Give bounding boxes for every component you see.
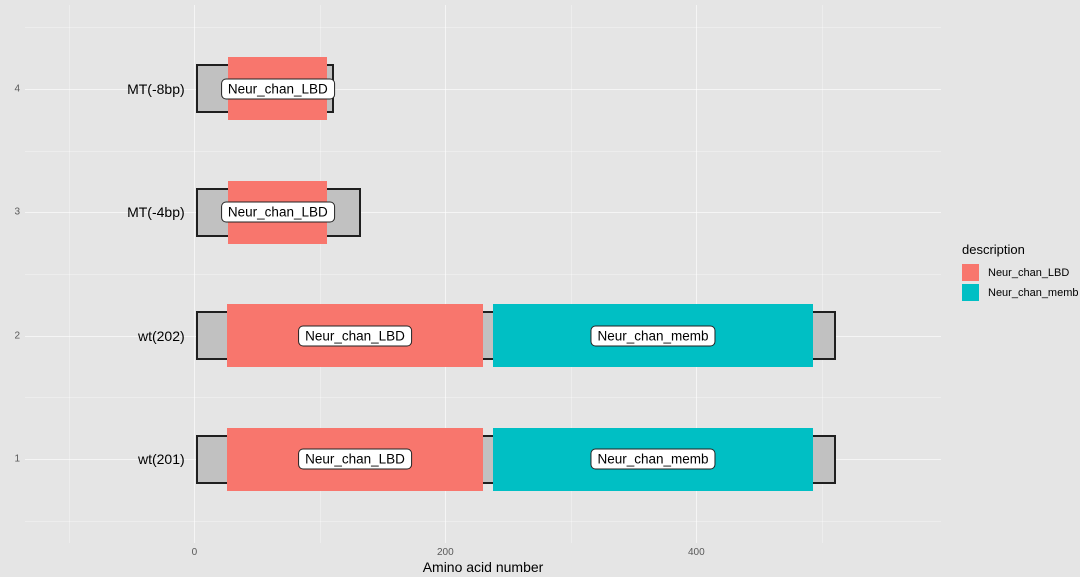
x-tick-label: 200 xyxy=(437,547,454,558)
row-label: MT(-8bp) xyxy=(127,80,185,97)
gridline-x-major xyxy=(445,5,447,543)
legend-title: description xyxy=(962,242,1025,257)
gridline-y-minor xyxy=(25,397,941,399)
gridline-x-minor xyxy=(570,5,572,543)
domain-label: Neur_chan_LBD xyxy=(220,78,335,100)
row-label: MT(-4bp) xyxy=(127,204,185,221)
row-label: wt(202) xyxy=(137,327,185,344)
gridline-y-minor xyxy=(25,150,941,152)
gridline-y-minor xyxy=(25,27,941,29)
x-tick-label: 0 xyxy=(191,547,198,558)
legend: description Neur_chan_LBD Neur_chan_memb xyxy=(962,242,1079,304)
y-tick-label: 3 xyxy=(14,206,20,218)
row-label: wt(201) xyxy=(137,451,185,468)
legend-swatch xyxy=(962,264,979,281)
gridline-x-major xyxy=(194,5,196,543)
domain-label: Neur_chan_LBD xyxy=(298,448,412,470)
domain-label: Neur_chan_LBD xyxy=(298,325,412,347)
domain-label: Neur_chan_memb xyxy=(590,448,716,470)
legend-entry: Neur_chan_memb xyxy=(962,284,1079,301)
y-tick-label: 2 xyxy=(14,330,20,342)
y-tick-label: 1 xyxy=(14,453,20,465)
legend-entries: Neur_chan_LBD Neur_chan_memb xyxy=(962,264,1079,301)
gridline-y-major xyxy=(25,212,941,214)
x-tick-label: 400 xyxy=(687,547,705,558)
gridline-x-minor xyxy=(319,5,321,543)
legend-entry: Neur_chan_LBD xyxy=(962,264,1079,281)
gridline-x-major xyxy=(696,5,698,543)
domain-label: Neur_chan_memb xyxy=(590,325,716,347)
legend-label: Neur_chan_memb xyxy=(988,286,1079,299)
gridline-x-minor xyxy=(68,5,70,543)
gridline-y-major xyxy=(25,88,941,90)
y-tick-label: 4 xyxy=(14,83,20,95)
gridline-y-minor xyxy=(25,274,941,275)
gridline-y-minor xyxy=(25,520,941,522)
domain-label: Neur_chan_LBD xyxy=(220,201,335,223)
legend-swatch xyxy=(962,284,979,301)
legend-label: Neur_chan_LBD xyxy=(988,266,1070,279)
x-axis-title: Amino acid number xyxy=(422,559,544,575)
gridline-x-minor xyxy=(821,5,823,543)
